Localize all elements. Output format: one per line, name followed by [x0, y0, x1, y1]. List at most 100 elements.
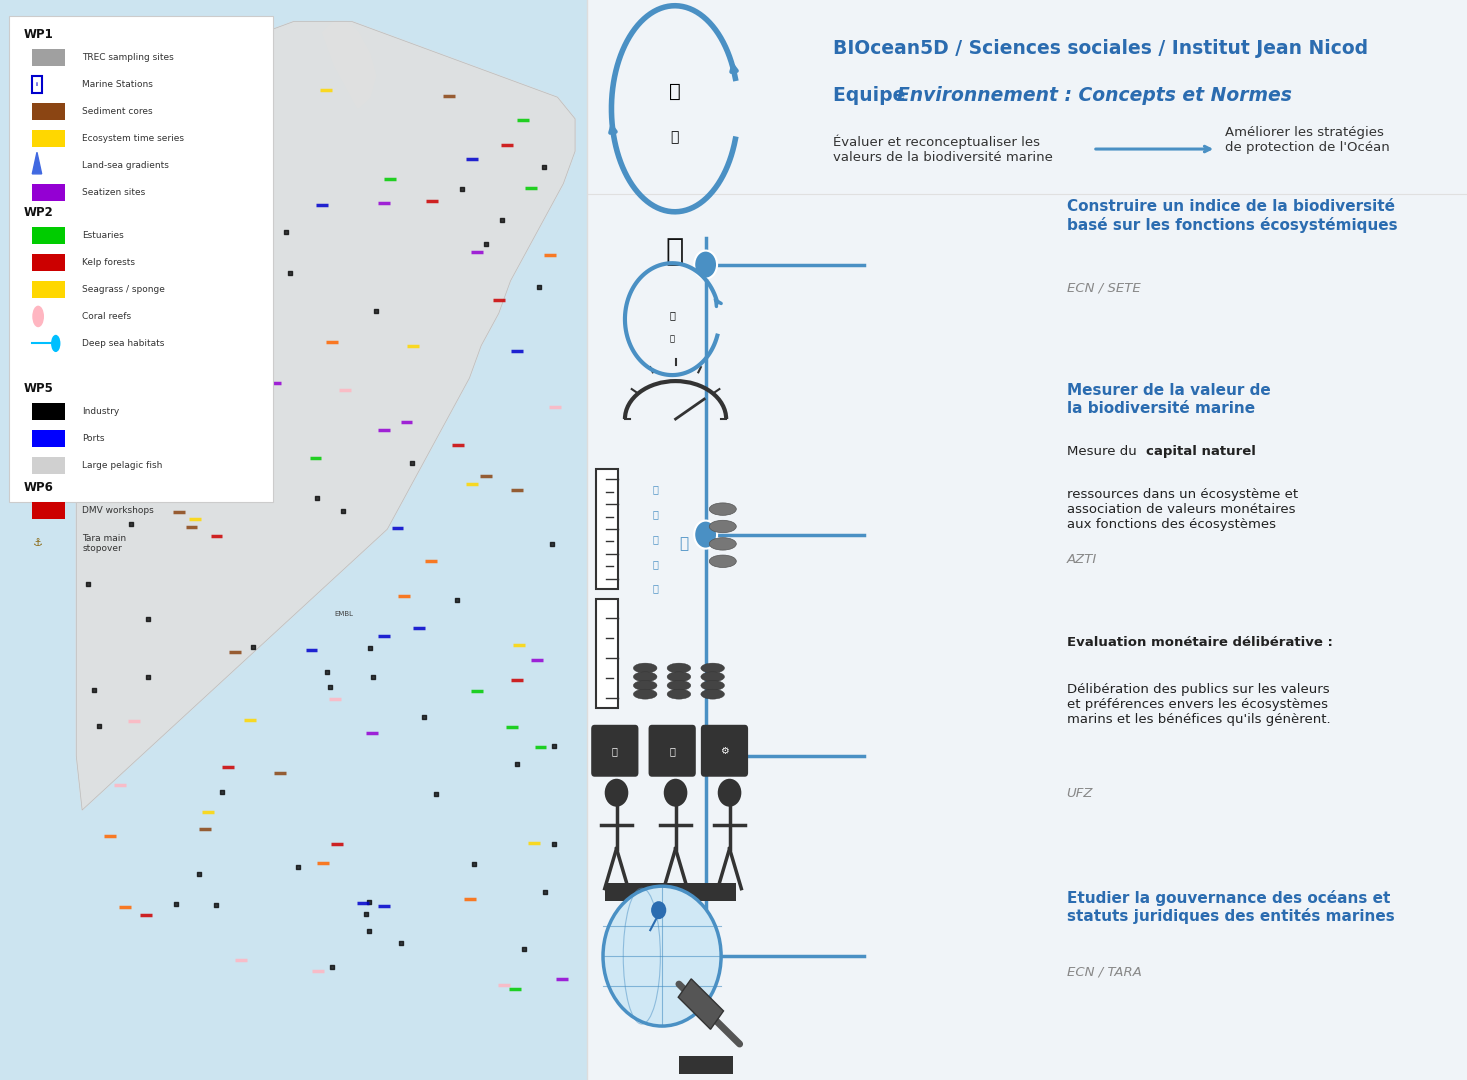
Point	[318, 678, 342, 696]
Text: Sediment cores: Sediment cores	[82, 107, 153, 116]
Ellipse shape	[667, 663, 691, 673]
Text: Seatizen sites: Seatizen sites	[82, 188, 145, 197]
FancyBboxPatch shape	[0, 0, 587, 1080]
FancyBboxPatch shape	[679, 1056, 734, 1074]
Text: WP5: WP5	[23, 382, 53, 395]
Text: Etudier la gouvernance des océans et
statuts juridiques des entités marines: Etudier la gouvernance des océans et sta…	[1067, 890, 1394, 924]
Point	[136, 611, 160, 629]
Point	[364, 302, 387, 320]
Point	[214, 386, 238, 403]
Text: Délibération des publics sur les valeurs
et préférences envers les écosystèmes
m: Délibération des publics sur les valeurs…	[1067, 683, 1331, 726]
Text: 🌎: 🌎	[669, 335, 675, 343]
Text: Améliorer les stratégies
de protection de l'Océan: Améliorer les stratégies de protection d…	[1225, 126, 1389, 154]
Point	[533, 159, 556, 176]
Point	[505, 756, 528, 773]
Circle shape	[694, 251, 717, 279]
FancyBboxPatch shape	[604, 882, 736, 901]
Ellipse shape	[634, 680, 657, 690]
FancyBboxPatch shape	[32, 103, 65, 120]
Point	[204, 322, 227, 339]
Point	[362, 669, 386, 686]
Point	[76, 576, 100, 593]
Circle shape	[694, 521, 717, 549]
Point	[490, 212, 513, 229]
Point	[107, 273, 131, 291]
Text: 🐟: 🐟	[653, 534, 659, 544]
Ellipse shape	[710, 503, 736, 515]
Text: DMV workshops: DMV workshops	[82, 507, 154, 515]
FancyBboxPatch shape	[596, 470, 618, 589]
Point	[424, 785, 447, 802]
Text: 🤚: 🤚	[666, 238, 684, 267]
Ellipse shape	[701, 680, 725, 690]
Text: Mesure du: Mesure du	[1067, 445, 1140, 458]
Point	[242, 638, 266, 656]
Point	[82, 681, 106, 699]
Text: 🐟: 🐟	[669, 310, 675, 320]
Point	[533, 883, 556, 901]
Text: WP6: WP6	[23, 482, 53, 495]
Text: Deep sea habitats: Deep sea habitats	[82, 339, 164, 348]
FancyBboxPatch shape	[32, 281, 65, 298]
FancyBboxPatch shape	[32, 254, 65, 271]
Point	[389, 935, 412, 953]
Point	[164, 895, 188, 913]
Text: ECN / SETE: ECN / SETE	[1067, 282, 1140, 295]
Text: 🐟: 🐟	[612, 746, 618, 756]
Point	[69, 471, 92, 488]
Text: UFZ: UFZ	[1067, 787, 1093, 800]
Ellipse shape	[667, 672, 691, 681]
Polygon shape	[323, 22, 376, 108]
Text: 🌊: 🌊	[670, 131, 679, 145]
Point	[211, 316, 235, 334]
Point	[474, 235, 497, 253]
FancyBboxPatch shape	[9, 16, 273, 502]
Text: WP1: WP1	[23, 28, 53, 41]
Text: ressources dans un écosystème et
association de valeurs monétaires
aux fonctions: ressources dans un écosystème et associa…	[1067, 488, 1298, 531]
Point	[446, 591, 469, 608]
Text: Ports: Ports	[82, 434, 104, 443]
Text: ECN / TARA: ECN / TARA	[1067, 966, 1141, 978]
Point	[279, 264, 302, 281]
Point	[158, 397, 182, 415]
Text: EMBL: EMBL	[334, 610, 354, 617]
Text: 🌿: 🌿	[679, 537, 688, 552]
Text: Kelp forests: Kelp forests	[82, 258, 135, 267]
Ellipse shape	[667, 689, 691, 699]
Point	[91, 384, 114, 402]
Text: ⚓: ⚓	[34, 538, 43, 549]
Point	[119, 515, 142, 532]
Text: Évaluer et reconceptualiser les
valeurs de la biodiversité marine: Évaluer et reconceptualiser les valeurs …	[833, 134, 1053, 164]
Circle shape	[651, 901, 666, 919]
Text: BIOcean5D / Sciences sociales / Institut Jean Nicod: BIOcean5D / Sciences sociales / Institut…	[833, 39, 1369, 58]
Ellipse shape	[667, 680, 691, 690]
Point	[150, 262, 173, 280]
Text: 🐟: 🐟	[653, 583, 659, 594]
Text: Construire un indice de la biodiversité
basé sur les fonctions écosystémiques: Construire un indice de la biodiversité …	[1067, 199, 1397, 233]
Circle shape	[51, 335, 60, 352]
Text: Large pelagic fish: Large pelagic fish	[82, 461, 163, 470]
Point	[188, 865, 211, 882]
Point	[543, 836, 566, 853]
FancyBboxPatch shape	[591, 725, 638, 777]
Ellipse shape	[634, 672, 657, 681]
Point	[150, 68, 173, 85]
Text: Ecosystem time series: Ecosystem time series	[82, 134, 185, 143]
Text: ⚙: ⚙	[720, 746, 729, 756]
Point	[88, 717, 111, 734]
Text: Environnement : Concepts et Normes: Environnement : Concepts et Normes	[896, 85, 1291, 105]
Polygon shape	[32, 152, 41, 174]
Text: AZTI: AZTI	[1067, 553, 1097, 566]
Text: 🐟: 🐟	[653, 484, 659, 495]
Circle shape	[694, 942, 717, 970]
Point	[462, 855, 486, 873]
Point	[450, 180, 474, 198]
Text: WP2: WP2	[23, 206, 53, 219]
Point	[320, 958, 343, 975]
FancyBboxPatch shape	[32, 184, 65, 201]
Text: i: i	[37, 82, 38, 86]
Text: TREC sampling sites: TREC sampling sites	[82, 53, 175, 62]
Point	[540, 535, 563, 552]
Circle shape	[32, 306, 44, 327]
Text: capital naturel: capital naturel	[1146, 445, 1256, 458]
